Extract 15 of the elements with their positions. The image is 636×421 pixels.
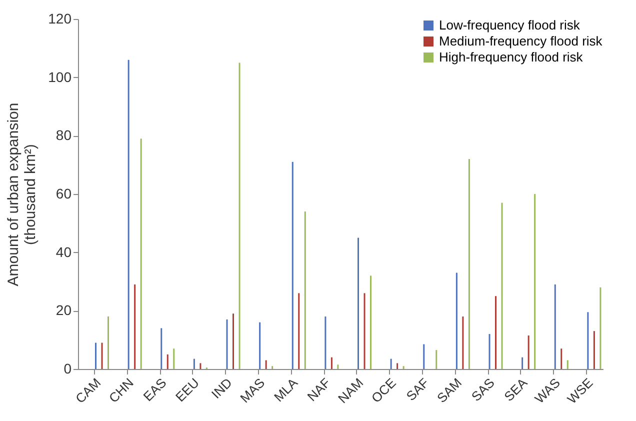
legend-label: High-frequency flood risk (439, 50, 584, 64)
y-tick-label: 0 (64, 360, 72, 376)
y-tick-label: 60 (56, 186, 72, 202)
y-tick-label: 20 (56, 302, 72, 318)
x-tick-label: SEA (501, 374, 530, 404)
y-tick-label: 40 (56, 244, 72, 260)
legend-label: Low-frequency flood risk (439, 18, 580, 32)
x-tick-label: SAS (468, 374, 498, 404)
y-tick-label: 80 (56, 127, 72, 144)
y-axis-title: Amount of urban expansion (thousand km²) (5, 102, 40, 286)
x-tick-label: IND (208, 375, 235, 402)
y-tick-label: 120 (48, 10, 72, 26)
legend-label: Medium-frequency flood risk (439, 34, 603, 48)
y-tick-label: 100 (48, 68, 72, 85)
x-tick-label: MLA (270, 374, 301, 405)
